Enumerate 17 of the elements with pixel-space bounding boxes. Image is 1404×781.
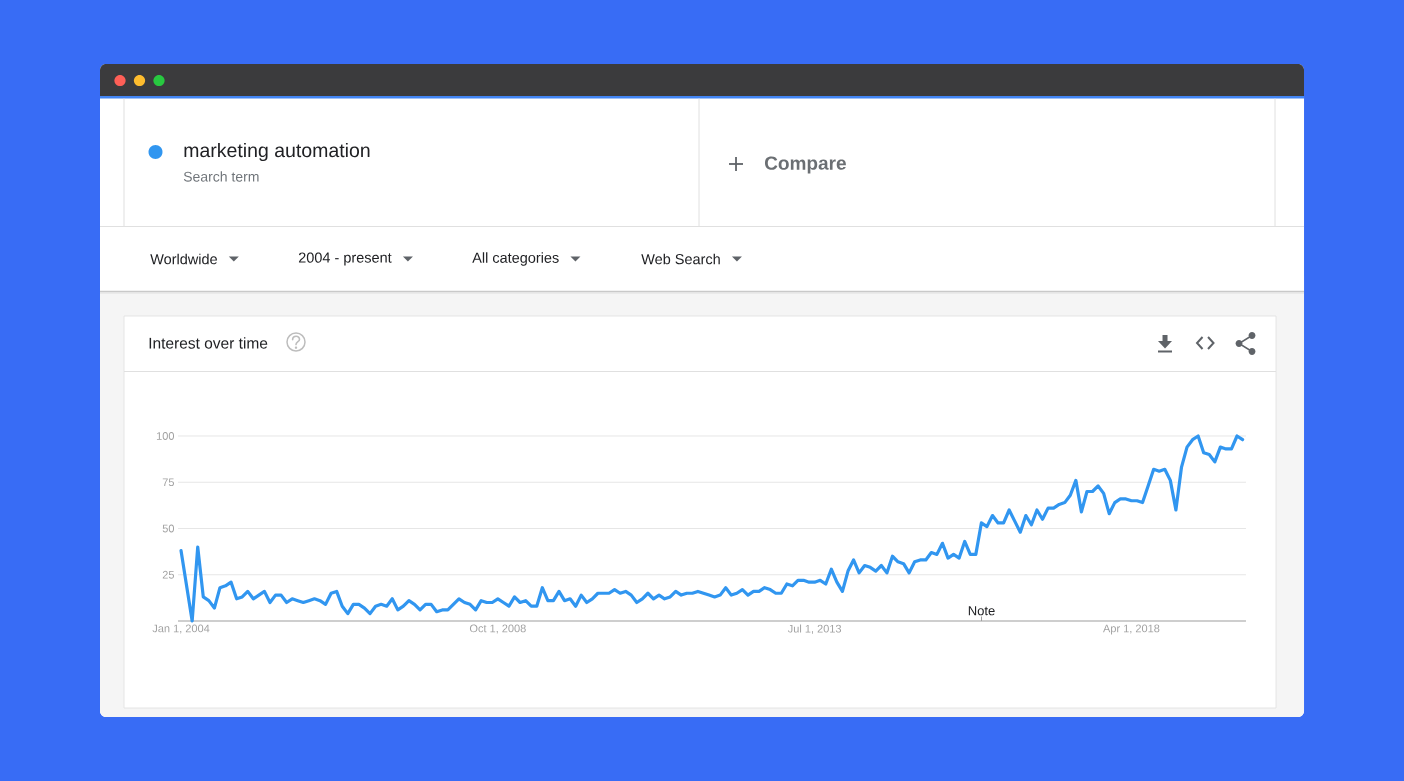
y-tick-label: 25	[162, 570, 174, 579]
y-tick-label: 100	[156, 432, 175, 440]
legend-label: marketing automation	[184, 142, 370, 162]
x-tick-label: Jul 1, 2013	[787, 624, 842, 634]
x-tick-label: Apr 1, 2018	[1103, 624, 1160, 635]
text: Web Search	[641, 253, 720, 265]
x-tick-label: Oct 1, 2008	[469, 624, 526, 634]
text: 2004 - present	[298, 252, 392, 266]
text: Worldwide	[150, 253, 217, 265]
chart-title: Interest over time	[149, 337, 268, 349]
x-tick-label: Jan 1, 2004	[152, 624, 210, 634]
y-tick-label: 50	[162, 524, 175, 533]
y-tick-label: 75	[162, 478, 174, 487]
text: Search term	[183, 171, 259, 182]
text: All categories	[472, 252, 559, 266]
text: Compare	[765, 156, 846, 174]
annotation: Note	[968, 606, 995, 616]
